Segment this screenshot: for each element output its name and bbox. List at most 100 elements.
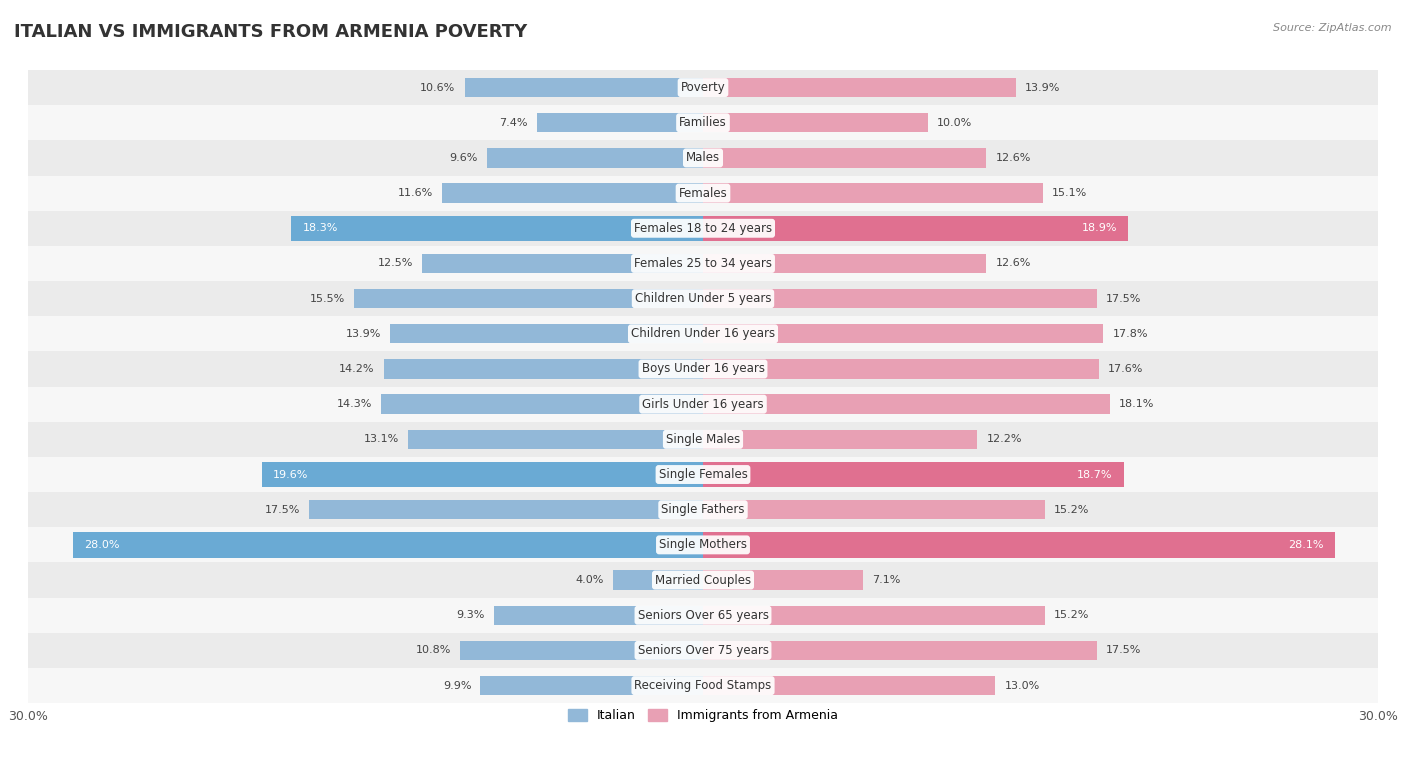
Bar (613, 570, 703, 590)
Bar (28, 633, 1378, 668)
Text: Seniors Over 65 years: Seniors Over 65 years (637, 609, 769, 622)
Bar (703, 641, 1097, 660)
Bar (28, 352, 1378, 387)
Text: 9.6%: 9.6% (450, 153, 478, 163)
Bar (494, 606, 703, 625)
Bar (441, 183, 703, 203)
Text: 19.6%: 19.6% (273, 469, 309, 480)
Bar (703, 394, 1111, 414)
Bar (28, 246, 1378, 281)
Text: 14.2%: 14.2% (339, 364, 374, 374)
Text: 15.1%: 15.1% (1052, 188, 1087, 198)
Text: Source: ZipAtlas.com: Source: ZipAtlas.com (1274, 23, 1392, 33)
Text: Males: Males (686, 152, 720, 164)
Text: 10.6%: 10.6% (420, 83, 456, 92)
Bar (703, 78, 1015, 97)
Bar (408, 430, 703, 449)
Text: 17.5%: 17.5% (1105, 645, 1142, 656)
Text: 12.6%: 12.6% (995, 153, 1031, 163)
Bar (28, 492, 1378, 528)
Text: 9.9%: 9.9% (443, 681, 471, 691)
Bar (703, 289, 1097, 309)
Bar (73, 532, 703, 558)
Text: Families: Families (679, 116, 727, 130)
Text: 28.1%: 28.1% (1288, 540, 1324, 550)
Bar (28, 668, 1378, 703)
Bar (703, 254, 987, 273)
Text: Females: Females (679, 186, 727, 199)
Bar (381, 394, 703, 414)
Text: 15.2%: 15.2% (1054, 505, 1090, 515)
Text: 12.5%: 12.5% (377, 258, 413, 268)
Text: Single Males: Single Males (666, 433, 740, 446)
Text: 7.4%: 7.4% (499, 117, 527, 128)
Bar (481, 676, 703, 695)
Text: ITALIAN VS IMMIGRANTS FROM ARMENIA POVERTY: ITALIAN VS IMMIGRANTS FROM ARMENIA POVER… (14, 23, 527, 41)
Bar (422, 254, 703, 273)
Bar (28, 562, 1378, 597)
Text: Seniors Over 75 years: Seniors Over 75 years (637, 644, 769, 657)
Text: 7.1%: 7.1% (872, 575, 900, 585)
Legend: Italian, Immigrants from Armenia: Italian, Immigrants from Armenia (562, 704, 844, 728)
Bar (537, 113, 703, 133)
Text: Boys Under 16 years: Boys Under 16 years (641, 362, 765, 375)
Bar (28, 211, 1378, 246)
Text: Children Under 16 years: Children Under 16 years (631, 327, 775, 340)
Text: Receiving Food Stamps: Receiving Food Stamps (634, 679, 772, 692)
Text: 11.6%: 11.6% (398, 188, 433, 198)
Bar (28, 176, 1378, 211)
Text: 4.0%: 4.0% (575, 575, 605, 585)
Bar (28, 105, 1378, 140)
Bar (309, 500, 703, 519)
Text: 10.8%: 10.8% (416, 645, 451, 656)
Bar (703, 149, 987, 168)
Bar (703, 532, 1336, 558)
Text: Girls Under 16 years: Girls Under 16 years (643, 398, 763, 411)
Bar (28, 457, 1378, 492)
Text: Single Fathers: Single Fathers (661, 503, 745, 516)
Bar (703, 183, 1043, 203)
Text: 13.9%: 13.9% (1025, 83, 1060, 92)
Text: 10.0%: 10.0% (936, 117, 972, 128)
Bar (486, 149, 703, 168)
Text: 18.9%: 18.9% (1081, 224, 1116, 233)
Bar (28, 140, 1378, 176)
Text: 18.1%: 18.1% (1119, 399, 1154, 409)
Text: Poverty: Poverty (681, 81, 725, 94)
Bar (703, 570, 863, 590)
Bar (262, 462, 703, 487)
Text: Females 25 to 34 years: Females 25 to 34 years (634, 257, 772, 270)
Text: 14.3%: 14.3% (337, 399, 373, 409)
Bar (28, 316, 1378, 352)
Bar (28, 70, 1378, 105)
Bar (703, 462, 1123, 487)
Text: 17.5%: 17.5% (264, 505, 301, 515)
Text: Single Mothers: Single Mothers (659, 538, 747, 551)
Text: 15.5%: 15.5% (311, 293, 346, 304)
Text: 17.8%: 17.8% (1112, 329, 1147, 339)
Bar (28, 597, 1378, 633)
Text: Children Under 5 years: Children Under 5 years (634, 292, 772, 305)
Bar (391, 324, 703, 343)
Bar (464, 78, 703, 97)
Text: 13.0%: 13.0% (1004, 681, 1039, 691)
Text: Females 18 to 24 years: Females 18 to 24 years (634, 222, 772, 235)
Bar (291, 215, 703, 241)
Text: 12.2%: 12.2% (987, 434, 1022, 444)
Text: 18.7%: 18.7% (1077, 469, 1112, 480)
Bar (703, 113, 928, 133)
Bar (703, 324, 1104, 343)
Bar (28, 281, 1378, 316)
Bar (28, 528, 1378, 562)
Bar (703, 606, 1045, 625)
Text: 13.1%: 13.1% (364, 434, 399, 444)
Text: 13.9%: 13.9% (346, 329, 381, 339)
Text: 9.3%: 9.3% (457, 610, 485, 620)
Bar (703, 676, 995, 695)
Text: 15.2%: 15.2% (1054, 610, 1090, 620)
Bar (460, 641, 703, 660)
Text: 28.0%: 28.0% (84, 540, 120, 550)
Text: 18.3%: 18.3% (302, 224, 337, 233)
Bar (354, 289, 703, 309)
Text: 17.6%: 17.6% (1108, 364, 1143, 374)
